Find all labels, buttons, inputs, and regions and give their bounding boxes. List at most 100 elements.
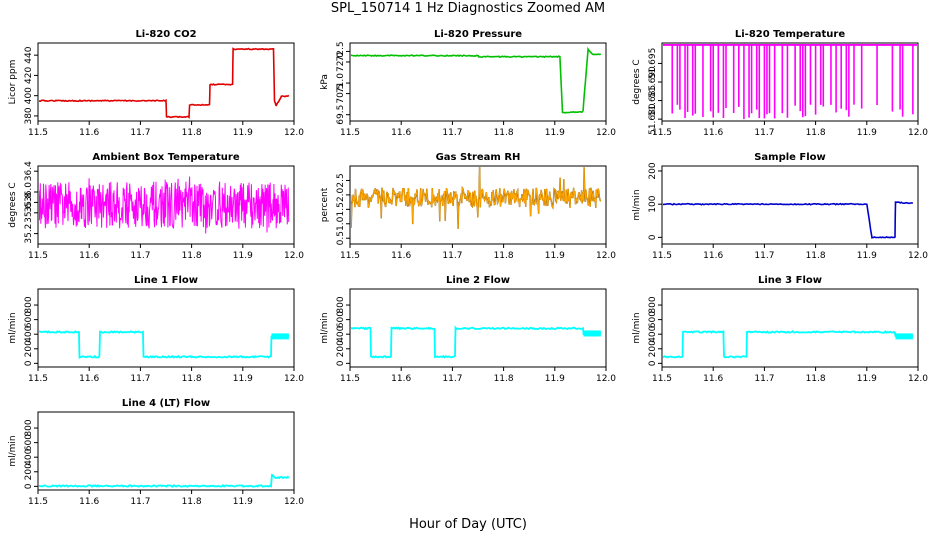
series-tail [895,333,913,340]
y-tick-label: 0 [336,360,346,366]
y-tick-label: 2.0 [336,187,346,202]
x-tick-label: 11.5 [28,128,48,138]
x-tick-label: 11.7 [130,374,150,384]
series-line [39,473,290,488]
x-tick-label: 11.8 [494,251,514,261]
series-line [351,167,602,229]
series-tail [271,333,289,340]
plot-frame [37,411,295,491]
data-layer [39,176,290,234]
y-tick-label: 400 [24,325,34,342]
y-tick-label: 51.690 [648,66,658,98]
x-tick-label: 11.9 [233,251,253,261]
y-tick-label: 35.6 [24,203,34,223]
x-tick-label: 11.6 [703,374,723,384]
x-tick-label: 12.0 [284,128,304,138]
y-axis-label: ml/min [320,312,330,343]
x-tick-label: 11.7 [754,374,774,384]
x-tick-label: 11.5 [340,128,360,138]
y-tick-label: 1.5 [336,202,346,216]
x-tick-label: 11.5 [28,497,48,507]
y-tick-label: 0 [24,360,34,366]
x-tick-label: 11.7 [754,251,774,261]
y-tick-label: 400 [648,325,658,342]
x-tick-label: 11.7 [442,374,462,384]
page-title: SPL_150714 1 Hz Diagnostics Zoomed AM [330,1,606,16]
y-tick-label: 0 [648,360,658,366]
data-layer [351,167,602,229]
series-line [663,329,914,359]
chart-panel: Li-820 Pressure 11.5 11.6 11.7 11.8 11.9 12.0 6… [320,29,616,138]
x-tick-label: 11.9 [545,251,565,261]
x-tick-label: 11.8 [494,374,514,384]
chart-title: Li-820 Pressure [434,29,522,40]
y-axis-label: kPa [320,74,330,90]
x-tick-label: 11.9 [545,128,565,138]
series-line [351,325,602,359]
y-tick-label: 380 [24,107,34,124]
chart-panel: Li-820 Temperature 11.5 11.6 11.7 11.8 11.9 12… [632,29,928,138]
y-tick-label: 600 [24,434,34,451]
chart-panel: Ambient Box Temperature 11.5 11.6 11.7 11.8 1… [8,152,304,261]
plot-frame [349,288,607,368]
chart-title: Ambient Box Temperature [92,152,239,163]
data-layer [663,201,914,239]
x-tick-label: 11.5 [652,128,672,138]
series-line [39,47,290,119]
chart-panel: Line 2 Flow 11.5 11.6 11.7 11.8 11.9 12.0 0 2004… [320,275,616,384]
y-tick-label: 70.5 [336,84,346,104]
y-tick-label: 420 [24,67,34,84]
y-tick-label: 0 [648,234,658,240]
y-tick-label: 100 [648,195,658,212]
y-tick-label: 440 [24,46,34,63]
y-tick-label: 69.5 [336,105,346,125]
y-axis-label: ml/min [8,435,18,466]
y-tick-label: 600 [24,311,34,328]
x-tick-label: 12.0 [908,128,928,138]
y-tick-label: 2.5 [336,173,346,187]
x-tick-label: 12.0 [908,251,928,261]
y-tick-label: 600 [648,311,658,328]
y-axis-label: ml/min [632,312,642,343]
chart-title: Line 4 (LT) Flow [122,398,210,409]
x-axis-title: Hour of Day (UTC) [409,517,527,532]
plot-frame [661,288,919,368]
chart-title: Line 3 Flow [758,275,822,286]
x-tick-label: 11.9 [545,374,565,384]
chart-panel: Li-820 CO2 11.5 11.6 11.7 11.8 11.9 12.0 380 400… [8,29,304,138]
series-line [39,330,289,359]
x-tick-label: 12.0 [596,128,616,138]
x-tick-label: 11.9 [857,251,877,261]
y-tick-label: 72.5 [336,41,346,61]
x-tick-label: 11.8 [806,251,826,261]
y-tick-label: 400 [336,325,346,342]
x-tick-label: 12.0 [284,374,304,384]
data-layer [351,46,602,114]
y-axis-label: Licor ppm [8,60,18,105]
y-tick-label: 400 [24,87,34,104]
x-tick-label: 11.6 [391,374,411,384]
y-tick-label: 1.0 [336,216,346,231]
y-tick-label: 71.0 [336,73,346,93]
x-tick-label: 11.7 [130,128,150,138]
chart-title: Sample Flow [754,152,826,163]
x-tick-label: 11.6 [703,128,723,138]
x-tick-label: 12.0 [908,374,928,384]
x-tick-label: 11.5 [340,251,360,261]
x-tick-label: 11.8 [182,251,202,261]
plot-frame [661,165,919,245]
y-axis-label: ml/min [632,189,642,220]
x-tick-label: 11.7 [754,128,774,138]
chart-title: Li-820 CO2 [135,29,196,40]
x-tick-label: 11.5 [340,374,360,384]
plot-frame [37,165,295,245]
x-tick-label: 11.8 [182,374,202,384]
y-tick-label: 200 [24,340,34,357]
x-tick-label: 11.8 [182,128,202,138]
x-tick-label: 11.9 [857,128,877,138]
y-tick-label: 51.685 [648,85,658,117]
y-axis-label: ml/min [8,312,18,343]
x-tick-label: 11.5 [28,251,48,261]
x-tick-label: 11.7 [442,128,462,138]
